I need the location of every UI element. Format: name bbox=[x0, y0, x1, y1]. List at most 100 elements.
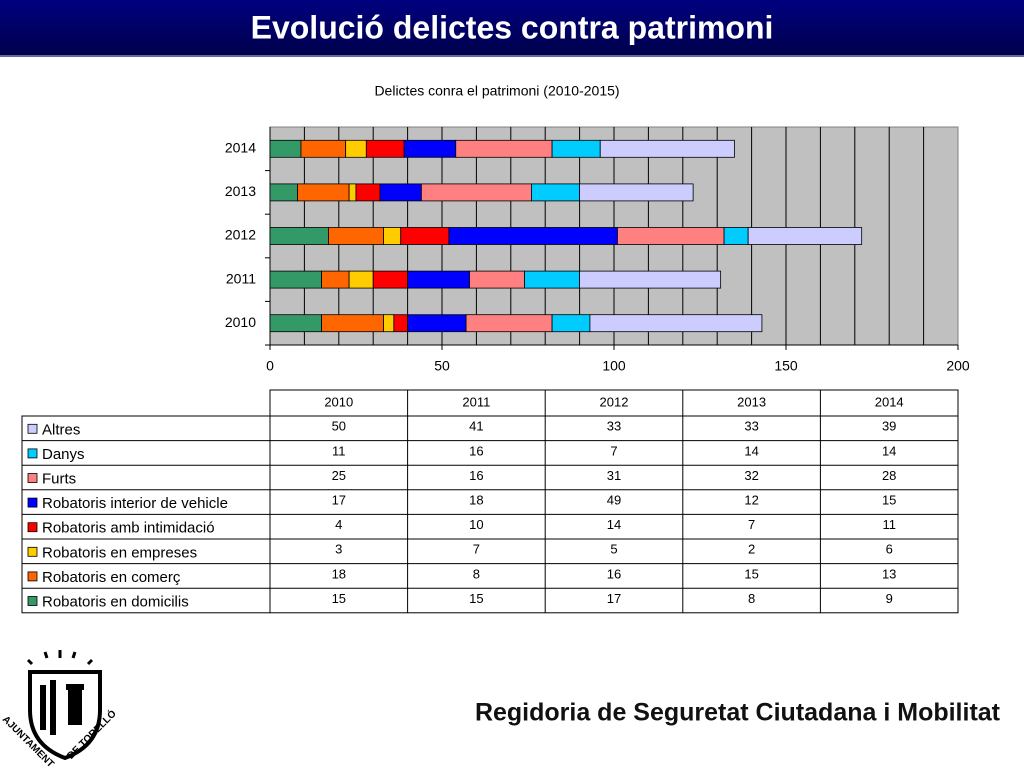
logo-text: AJUNTAMENT bbox=[0, 714, 56, 768]
x-tick-label: 100 bbox=[602, 358, 626, 374]
x-tick-label: 50 bbox=[434, 358, 450, 374]
table-value: 41 bbox=[469, 419, 483, 434]
legend-swatch bbox=[27, 522, 38, 533]
bar-segment bbox=[321, 314, 384, 333]
legend-swatch bbox=[27, 423, 38, 434]
legend-label: Robatoris en empreses bbox=[42, 544, 197, 561]
chart-title: Delictes conra el patrimoni (2010-2015) bbox=[374, 83, 619, 99]
bar-segment bbox=[300, 139, 347, 158]
bar-segment bbox=[448, 227, 618, 245]
table-value: 25 bbox=[332, 468, 346, 483]
table-value: 31 bbox=[607, 468, 621, 483]
legend-label: Robatoris en domicilis bbox=[42, 593, 189, 610]
logo: AJUNTAMENT DE TORELLÓ bbox=[0, 650, 119, 768]
bar-segment bbox=[551, 314, 591, 333]
legend-swatch bbox=[27, 596, 38, 606]
table-header: 2014 bbox=[875, 394, 904, 409]
table-value: 33 bbox=[607, 419, 621, 434]
table-value: 13 bbox=[882, 566, 896, 581]
bar-segment bbox=[403, 139, 457, 158]
table-value: 15 bbox=[744, 566, 758, 581]
table-value: 9 bbox=[886, 591, 893, 606]
bar-segment bbox=[420, 183, 532, 202]
table-header: 2011 bbox=[462, 394, 490, 409]
table-value: 12 bbox=[744, 493, 758, 508]
slide-title: Evolució delictes contra patrimoni bbox=[251, 9, 774, 45]
bar-segment bbox=[465, 314, 553, 333]
bar-segment bbox=[269, 270, 322, 289]
table-value: 39 bbox=[882, 419, 896, 434]
bar-segment bbox=[269, 314, 322, 333]
bar-segment bbox=[469, 270, 525, 289]
table-value: 7 bbox=[473, 542, 480, 557]
table-value: 7 bbox=[748, 517, 755, 532]
table-value: 4 bbox=[335, 517, 342, 532]
bar-segment bbox=[599, 139, 735, 158]
bar-segment bbox=[383, 227, 402, 245]
table-value: 2 bbox=[748, 542, 755, 557]
table-value: 33 bbox=[744, 419, 758, 434]
footer-text: Regidoria de Seguretat Ciutadana i Mobil… bbox=[475, 699, 1001, 727]
bar-segment bbox=[747, 227, 863, 245]
legend-label: Furts bbox=[42, 470, 76, 487]
bar-segment bbox=[321, 270, 350, 289]
y-tick-label: 2012 bbox=[225, 227, 256, 243]
y-tick-label: 2010 bbox=[225, 314, 256, 330]
bar-segment bbox=[269, 139, 302, 158]
legend-label: Altres bbox=[42, 421, 80, 438]
table-value: 6 bbox=[886, 542, 893, 557]
header-bar bbox=[0, 0, 1024, 56]
table-value: 5 bbox=[610, 542, 617, 557]
table-value: 32 bbox=[744, 468, 758, 483]
bar-segment bbox=[617, 227, 725, 245]
table-value: 17 bbox=[607, 591, 621, 606]
bar-segment bbox=[589, 314, 763, 333]
bar-segment bbox=[269, 227, 329, 245]
table-value: 18 bbox=[469, 493, 483, 508]
bar-segment bbox=[269, 183, 298, 202]
table-value: 14 bbox=[744, 443, 758, 458]
table-value: 15 bbox=[332, 591, 346, 606]
x-tick-label: 200 bbox=[946, 358, 970, 374]
bar-segment bbox=[531, 183, 581, 202]
table-value: 14 bbox=[607, 517, 621, 532]
table-value: 11 bbox=[882, 517, 896, 532]
legend-swatch bbox=[27, 546, 38, 557]
legend-label: Robatoris en comerç bbox=[42, 569, 181, 586]
table-value: 16 bbox=[607, 566, 621, 581]
bar-segment bbox=[383, 314, 395, 333]
bar-segment bbox=[379, 183, 422, 202]
bar-segment bbox=[407, 270, 470, 289]
table-value: 50 bbox=[332, 419, 346, 434]
table-value: 28 bbox=[882, 468, 896, 483]
x-tick-label: 150 bbox=[774, 358, 798, 374]
y-tick-label: 2011 bbox=[226, 270, 256, 286]
bar-segment bbox=[372, 270, 409, 289]
table-value: 15 bbox=[469, 591, 483, 606]
bar-segment bbox=[355, 183, 381, 202]
bar-segment bbox=[723, 227, 749, 245]
table-value: 11 bbox=[332, 443, 346, 458]
legend-label: Robatoris amb intimidació bbox=[42, 520, 215, 537]
legend-swatch bbox=[27, 473, 38, 483]
table-value: 14 bbox=[882, 443, 896, 458]
bar-segment bbox=[579, 270, 722, 289]
bar-segment bbox=[393, 314, 408, 333]
table-header: 2012 bbox=[600, 394, 629, 409]
legend-swatch bbox=[27, 448, 38, 459]
table-value: 16 bbox=[469, 443, 483, 458]
table-value: 8 bbox=[748, 591, 755, 606]
bar-segment bbox=[328, 227, 384, 245]
x-tick-label: 0 bbox=[266, 358, 274, 374]
bar-segment bbox=[551, 139, 601, 158]
table-value: 18 bbox=[332, 566, 346, 581]
bar-segment bbox=[400, 227, 450, 245]
bar-segment bbox=[407, 314, 467, 333]
table-header: 2010 bbox=[324, 394, 353, 409]
table-value: 16 bbox=[469, 468, 483, 483]
legend-swatch bbox=[27, 571, 38, 582]
bar-segment bbox=[348, 270, 374, 289]
bar-segment bbox=[455, 139, 553, 158]
y-tick-label: 2014 bbox=[225, 140, 256, 156]
